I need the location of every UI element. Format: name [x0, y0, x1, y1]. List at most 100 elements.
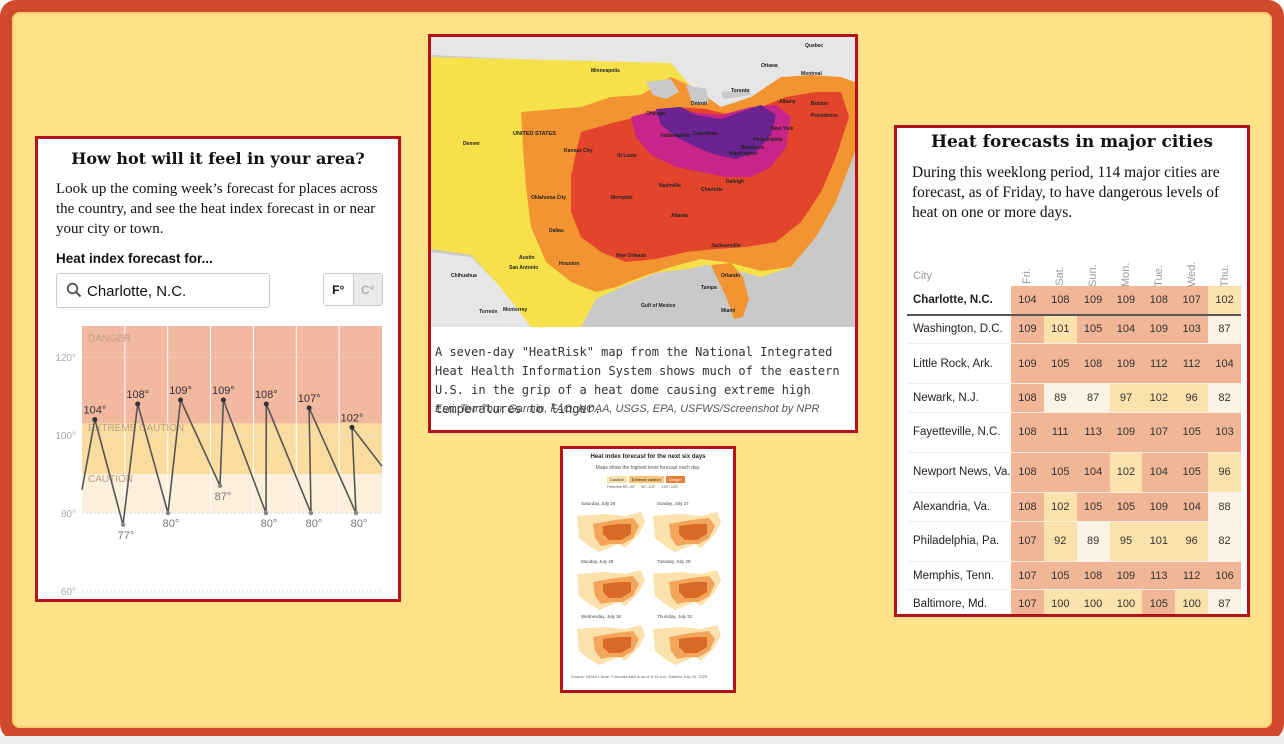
unit-fahrenheit-button[interactable]: F° — [324, 274, 354, 305]
heat-index-cell: 107 — [1011, 521, 1044, 562]
heatrisk-map: Quebec Ottawa Montreal Minneapolis Toronto Al… — [431, 37, 855, 327]
heat-index-cell: 113 — [1076, 412, 1110, 453]
map-label-new-york: New York — [771, 126, 794, 132]
heat-index-cell: 82 — [1208, 383, 1241, 413]
peak-label: 108° — [126, 389, 149, 401]
table-row: Charlotte, N.C. 104 108 109 109 108 107 102 — [907, 286, 1241, 316]
map-label-san-antonio: San Antonio — [509, 265, 538, 271]
map-label-toronto: Toronto — [731, 88, 750, 94]
heat-index-cell: 107 — [1011, 589, 1044, 614]
low-label: 80° — [306, 518, 323, 530]
heat-index-cell: 102 — [1109, 452, 1143, 493]
cities-description: During this weeklong period, 114 major c… — [912, 164, 1220, 221]
heat-index-cell: 109 — [1142, 314, 1176, 345]
legend-extreme-caution: Extreme caution — [628, 476, 664, 483]
city-name: Baltimore, Md. — [907, 589, 1011, 614]
y-tick-label: 60° — [61, 587, 76, 598]
unit-toggle[interactable]: F° C° — [323, 273, 383, 306]
table-row: Alexandria, Va. 108 102 105 105 109 104 88 — [907, 492, 1241, 522]
peak-label: 108° — [255, 389, 278, 401]
map-label-jacksonville: Jacksonville — [711, 243, 741, 249]
heat-index-cell: 112 — [1175, 343, 1209, 385]
heat-index-cell: 105 — [1043, 561, 1077, 591]
heat-index-cell: 112 — [1175, 561, 1209, 591]
table-row: Philadelphia, Pa. 107 92 89 95 101 96 82 — [907, 521, 1241, 562]
band-danger — [82, 326, 382, 424]
city-search-box[interactable] — [56, 273, 270, 308]
table-row: Newark, N.J. 108 89 87 97 102 96 82 — [907, 383, 1241, 413]
peak-marker — [92, 417, 98, 423]
city-name: Washington, D.C. — [907, 314, 1011, 345]
peak-marker — [220, 397, 226, 403]
lookup-description: Look up the coming week’s forecast for p… — [56, 181, 378, 237]
city-name: Memphis, Tenn. — [907, 561, 1011, 591]
city-search-input[interactable] — [87, 279, 262, 303]
heat-index-cell: 102 — [1142, 383, 1176, 413]
map-label-gulf: Gulf of Mexico — [641, 303, 675, 309]
map-label-st-louis: St Louis — [617, 153, 637, 159]
map-label-washington: Washington — [729, 151, 757, 157]
city-name: Newport News, Va. — [907, 452, 1011, 493]
low-marker — [217, 483, 223, 488]
small-us-map — [577, 570, 645, 610]
map-label-torreon: Torreón — [479, 309, 498, 315]
legend-value-extreme: 90°–103° — [641, 485, 656, 489]
column-header-day: Thu. — [1218, 264, 1231, 287]
unit-celsius-button[interactable]: C° — [353, 274, 382, 305]
map-florida — [711, 263, 749, 319]
small-map-subtitle: Maps show the highest level forecast eac… — [595, 465, 701, 471]
heat-index-cell: 87 — [1208, 314, 1241, 345]
heat-index-cell: 100 — [1109, 589, 1143, 614]
table-body: Charlotte, N.C. 104 108 109 109 108 107 102 Wash… — [907, 286, 1241, 614]
small-us-map — [577, 625, 645, 665]
map-label-quebec: Quebec — [805, 43, 824, 49]
heat-index-cell: 109 — [1011, 343, 1044, 385]
map-label-chihuahua: Chihuahua — [451, 273, 477, 279]
heat-index-cell: 92 — [1043, 521, 1077, 562]
peak-label: 107° — [298, 393, 321, 405]
y-tick-label: 80° — [61, 509, 76, 520]
heat-index-cell: 87 — [1076, 383, 1110, 413]
peak-label: 102° — [341, 412, 364, 424]
table-row: Memphis, Tenn. 107 105 108 109 113 112 106 — [907, 561, 1241, 591]
low-marker — [120, 522, 126, 527]
small-us-map — [577, 512, 645, 552]
map-label-albany: Albany — [779, 99, 796, 105]
small-map-danger — [603, 524, 631, 540]
map-label-ottawa: Ottawa — [761, 63, 778, 69]
legend-danger: Danger — [665, 476, 685, 483]
map-label-montreal: Montreal — [801, 71, 822, 77]
low-marker — [308, 510, 314, 516]
heat-index-cell: 104 — [1109, 314, 1143, 345]
heat-index-cell: 101 — [1142, 521, 1176, 562]
map-label-columbus: Columbus — [693, 131, 718, 137]
small-map-danger — [603, 582, 631, 598]
map-label-houston: Houston — [559, 261, 579, 267]
legend-value-danger: 103°–125° — [661, 485, 679, 489]
heat-index-cell: 105 — [1043, 343, 1077, 385]
heat-lookup-card: How hot will it feel in your area? Look … — [35, 136, 401, 602]
heat-index-cell: 105 — [1076, 492, 1110, 522]
heat-index-cell: 113 — [1142, 561, 1176, 591]
map-gulf — [581, 269, 749, 327]
small-map-panel-label: Sunday, July 27 — [657, 501, 689, 506]
six-day-forecast-card: Heat index forecast for the next six day… — [560, 446, 736, 693]
map-great-lakes — [721, 89, 751, 99]
small-map-legend: Caution Extreme caution Danger — [607, 476, 685, 483]
small-map-panel-label: Wednesday, July 30 — [581, 614, 622, 619]
map-label-boston: Boston — [811, 101, 828, 107]
map-label-baltimore: Baltimore — [741, 145, 764, 151]
map-label-miami: Miami — [721, 308, 736, 314]
small-map-footer: Source: NOAA • Note: Forecast data is as… — [571, 674, 709, 679]
search-icon — [66, 282, 82, 298]
small-map-legend-values: Feels like 80°–90° 90°–103° 103°–125° — [607, 485, 678, 489]
heat-index-cell: 97 — [1109, 383, 1143, 413]
map-label-philadelphia: Philadelphia — [753, 137, 783, 143]
heat-index-cell: 105 — [1109, 492, 1143, 522]
map-label-raleigh: Raleigh — [726, 179, 744, 185]
map-label-tampa: Tampa — [701, 285, 717, 291]
heat-index-cell: 106 — [1208, 561, 1241, 591]
heat-index-cell: 109 — [1109, 343, 1143, 385]
small-map-danger — [679, 637, 707, 653]
heat-index-cell: 109 — [1011, 314, 1044, 345]
